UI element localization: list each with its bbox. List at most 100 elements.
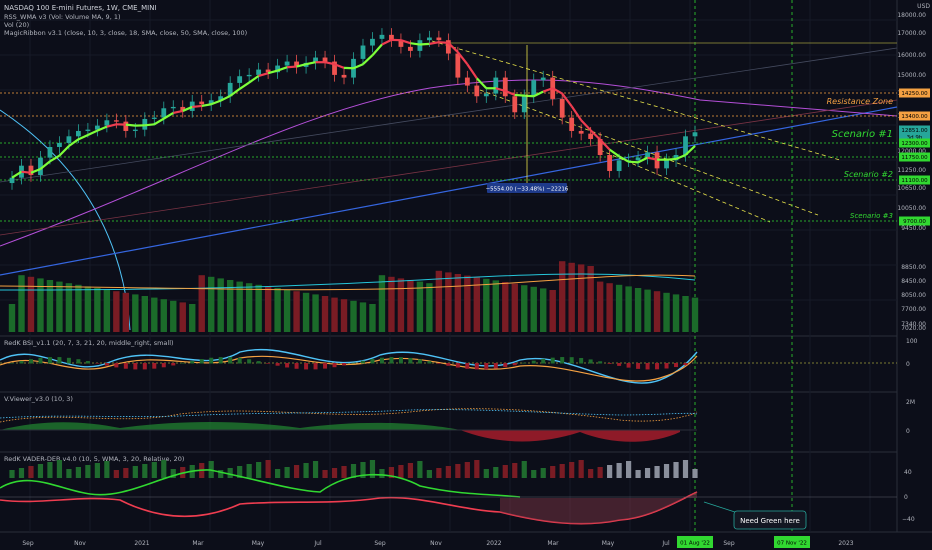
candle-body [57,142,62,147]
price-badge [899,152,930,162]
candle-body [417,40,423,51]
bsi-bar [465,363,470,369]
volume-bar [350,300,357,332]
vader-bar [37,464,44,478]
ribbon-segment [353,63,364,70]
bsi-bar [85,360,90,364]
bsi-bar [560,357,565,364]
ribbon-segment [542,87,554,93]
candle-body [455,53,461,78]
bsi-tick: 100 [906,338,918,345]
resistance-zone-label: Resistance Zone [827,97,893,106]
price-tick: 7020.00 [901,325,926,332]
ribbon-segment [220,94,231,102]
vader-bar [227,468,233,478]
candle-body [683,136,688,155]
bsi-bar [655,363,660,370]
ribbon-segment [589,129,601,141]
vader-bar [113,470,119,478]
volume-bar [549,290,556,332]
bsi-bar [304,363,309,370]
ribbon-segment [11,170,23,179]
vader-bar [540,468,546,478]
ma-blue-line [0,106,898,276]
bsi-bar [285,363,290,368]
bsi-tick: 0 [906,361,910,368]
vader-bar [417,461,423,478]
volume-ma-orange [0,274,696,291]
ribbon-segment [96,125,108,132]
ribbon-segment [277,66,288,72]
volume-bar [46,280,54,332]
bsi-bar [607,363,612,364]
vader-bar [388,467,395,478]
vader-bar [312,461,319,478]
volume-bar [634,288,642,332]
volume-bar [672,294,680,332]
bsi-bar [161,363,166,368]
bsi-bar [522,362,527,364]
candle-body [313,57,318,63]
volume-bar [435,270,443,332]
ribbon-segment [39,160,51,170]
volume-bar [483,278,490,332]
vader-bar [28,466,34,478]
ribbon-segment [210,99,222,106]
price-tick: 8850.00 [901,264,926,271]
time-tick: Jul [661,540,670,547]
ribbon-segment [125,123,136,127]
bsi-bar [550,357,555,364]
volume-bar [331,297,338,332]
volume-bar [521,285,528,332]
bsi-bar [256,361,261,364]
ribbon-segment [201,103,212,108]
volume-bar [502,282,509,332]
ribbon-segment [552,87,563,95]
volume-bar [596,281,604,332]
candle-body [607,155,613,172]
volume-bar [283,289,291,332]
candle-body [104,120,110,126]
vader-tick: 0 [904,494,908,501]
ribbon-segment [476,77,488,90]
vader-bar [47,462,53,478]
time-badge [774,536,810,548]
ribbon-segment [296,63,307,68]
price-badge-text: 12851.00 [901,128,928,134]
price-tick: 10650.00 [897,185,926,192]
candle-body [464,77,470,86]
bsi-bar [370,358,375,364]
bsi-bar [275,363,280,366]
vader-bar [550,466,556,478]
ribbon-segment [305,61,316,66]
candle-body [161,108,167,118]
candle-body [180,106,186,111]
volume-bar [615,284,623,332]
vader-bar [436,468,442,478]
vader-bar [151,462,157,478]
bsi-bar [171,363,176,366]
vader-bar [56,460,63,478]
bsi-bar [645,363,650,370]
vader-bar [569,462,575,478]
candle-body [113,120,119,122]
vader-bar [170,469,176,478]
vader-bar [673,462,679,478]
indicator-legend: Vol (20) [4,21,29,29]
ribbon-segment [456,51,469,65]
volume-bar [189,304,196,332]
vader-bar [66,469,72,478]
volume-bar [198,275,205,332]
ribbon-segment [533,90,544,98]
bsi-bar [436,363,441,364]
volume-bar [37,278,44,332]
time-tick: Jul [313,540,322,547]
bsi-bar [123,363,128,369]
bsi-bar [427,361,432,364]
bsi-bar [218,357,223,364]
ribbon-segment [77,133,89,141]
vader-tick: −40 [902,516,915,523]
vader-bar [379,469,385,478]
bsi-bar [313,363,318,370]
